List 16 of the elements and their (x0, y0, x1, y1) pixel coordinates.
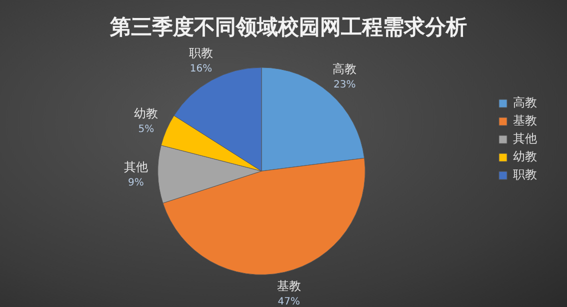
data-label: 23% (333, 79, 356, 90)
legend-label: 幼教 (513, 150, 537, 164)
data-label: 9% (128, 178, 144, 189)
data-label: 47% (278, 296, 300, 307)
legend-label: 高教 (513, 96, 537, 110)
legend-label: 其他 (513, 132, 537, 146)
data-label: 5% (138, 124, 154, 135)
slice-label: 幼教 (134, 106, 158, 120)
chart-title: 第三季度不同领域校园网工程需求分析 (109, 15, 467, 40)
slice-label: 高教 (332, 62, 357, 76)
slice-label: 职教 (188, 46, 213, 60)
data-label: 16% (190, 64, 212, 75)
slice-label: 其他 (124, 160, 148, 174)
legend-label: 基教 (513, 114, 537, 128)
slice-label: 基教 (276, 278, 301, 293)
legend-label: 职教 (513, 168, 537, 182)
